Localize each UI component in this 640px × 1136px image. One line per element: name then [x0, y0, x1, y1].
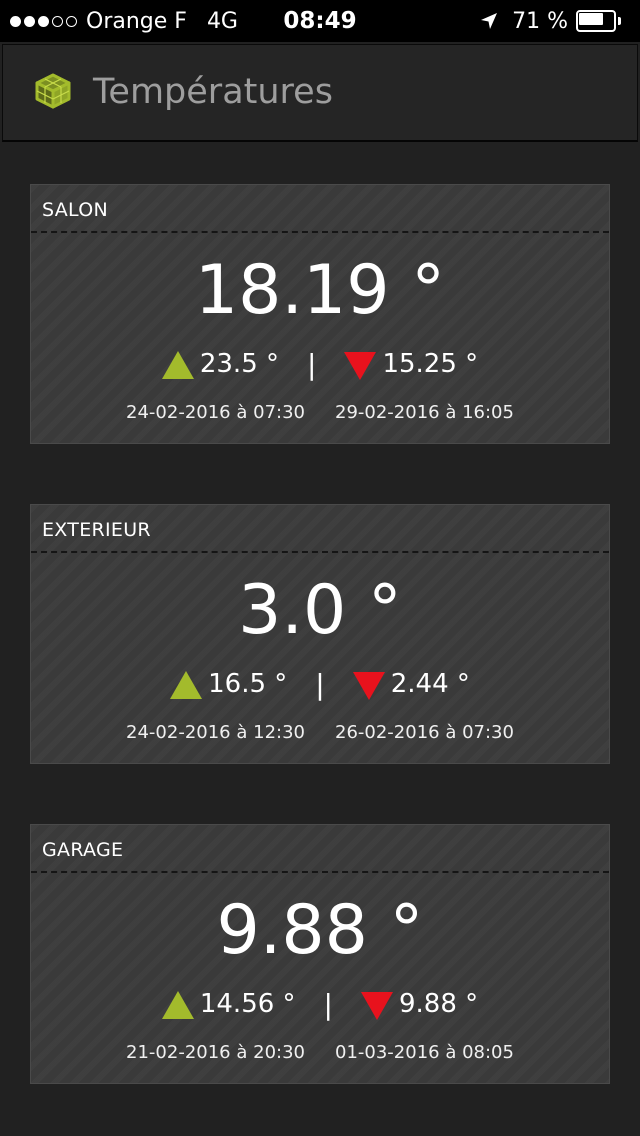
- min-date: 26-02-2016 à 07:30: [335, 721, 514, 743]
- card-divider: [31, 231, 609, 233]
- max-temperature: 16.5 °: [208, 669, 288, 699]
- separator: |: [307, 347, 317, 381]
- card-divider: [31, 551, 609, 553]
- status-time: 08:49: [283, 8, 357, 34]
- app-header: Températures: [2, 44, 638, 142]
- max-temperature: 14.56 °: [199, 989, 296, 1019]
- carrier-name: Orange F: [86, 8, 187, 34]
- max-date: 24-02-2016 à 12:30: [126, 721, 305, 743]
- arrow-up-icon: [161, 991, 194, 1019]
- arrow-up-icon: [161, 351, 194, 379]
- signal-dot: [38, 15, 49, 27]
- location-arrow-icon: [480, 12, 498, 30]
- current-temperature: 18.19 °: [194, 251, 446, 330]
- min-max-row: 14.56 ° | 9.88 °: [31, 987, 609, 1021]
- sensor-name: EXTERIEUR: [42, 519, 151, 541]
- separator: |: [323, 987, 333, 1021]
- signal-strength-icon: [10, 15, 77, 27]
- arrow-down-icon: [360, 992, 393, 1020]
- page-title: Températures: [93, 72, 333, 112]
- arrow-down-icon: [344, 352, 377, 380]
- max-date: 24-02-2016 à 07:30: [126, 401, 305, 423]
- min-date: 29-02-2016 à 16:05: [335, 401, 514, 423]
- signal-dot: [24, 15, 35, 27]
- status-left: Orange F 4G: [10, 7, 238, 35]
- card-divider: [31, 871, 609, 873]
- status-bar: Orange F 4G 08:49 71 %: [0, 0, 640, 42]
- signal-dot: [52, 15, 63, 27]
- current-temperature: 3.0 °: [238, 571, 402, 650]
- status-right: 71 %: [480, 7, 622, 35]
- current-temperature: 9.88 °: [216, 891, 424, 970]
- arrow-up-icon: [170, 671, 203, 699]
- battery-icon: [576, 10, 622, 32]
- network-type: 4G: [206, 8, 238, 34]
- min-temperature: 2.44 °: [390, 669, 470, 699]
- min-temperature: 15.25 °: [382, 349, 479, 379]
- dates-row: 24-02-2016 à 12:30 26-02-2016 à 07:30: [31, 719, 609, 745]
- max-temperature: 23.5 °: [199, 349, 279, 379]
- min-max-row: 16.5 ° | 2.44 °: [31, 667, 609, 701]
- min-temperature: 9.88 °: [398, 989, 479, 1019]
- sensor-name: GARAGE: [42, 839, 124, 861]
- signal-dot: [10, 15, 21, 27]
- min-max-row: 23.5 ° | 15.25 °: [31, 347, 609, 381]
- max-date: 21-02-2016 à 20:30: [126, 1041, 305, 1063]
- sensor-card-salon[interactable]: SALON 18.19 ° 23.5 ° | 15.25 ° 24-02-201…: [30, 184, 610, 444]
- sensor-name: SALON: [42, 199, 108, 221]
- arrow-down-icon: [352, 672, 385, 700]
- min-date: 01-03-2016 à 08:05: [335, 1041, 514, 1063]
- dates-row: 24-02-2016 à 07:30 29-02-2016 à 16:05: [31, 399, 609, 425]
- battery-percent: 71 %: [512, 8, 568, 34]
- sensor-card-garage[interactable]: GARAGE 9.88 ° 14.56 ° | 9.88 ° 21-02-201…: [30, 824, 610, 1084]
- separator: |: [315, 667, 325, 701]
- signal-dot: [66, 15, 77, 27]
- sensor-card-exterieur[interactable]: EXTERIEUR 3.0 ° 16.5 ° | 2.44 ° 24-02-20…: [30, 504, 610, 764]
- cube-logo-icon[interactable]: [31, 71, 75, 115]
- dates-row: 21-02-2016 à 20:30 01-03-2016 à 08:05: [31, 1039, 609, 1065]
